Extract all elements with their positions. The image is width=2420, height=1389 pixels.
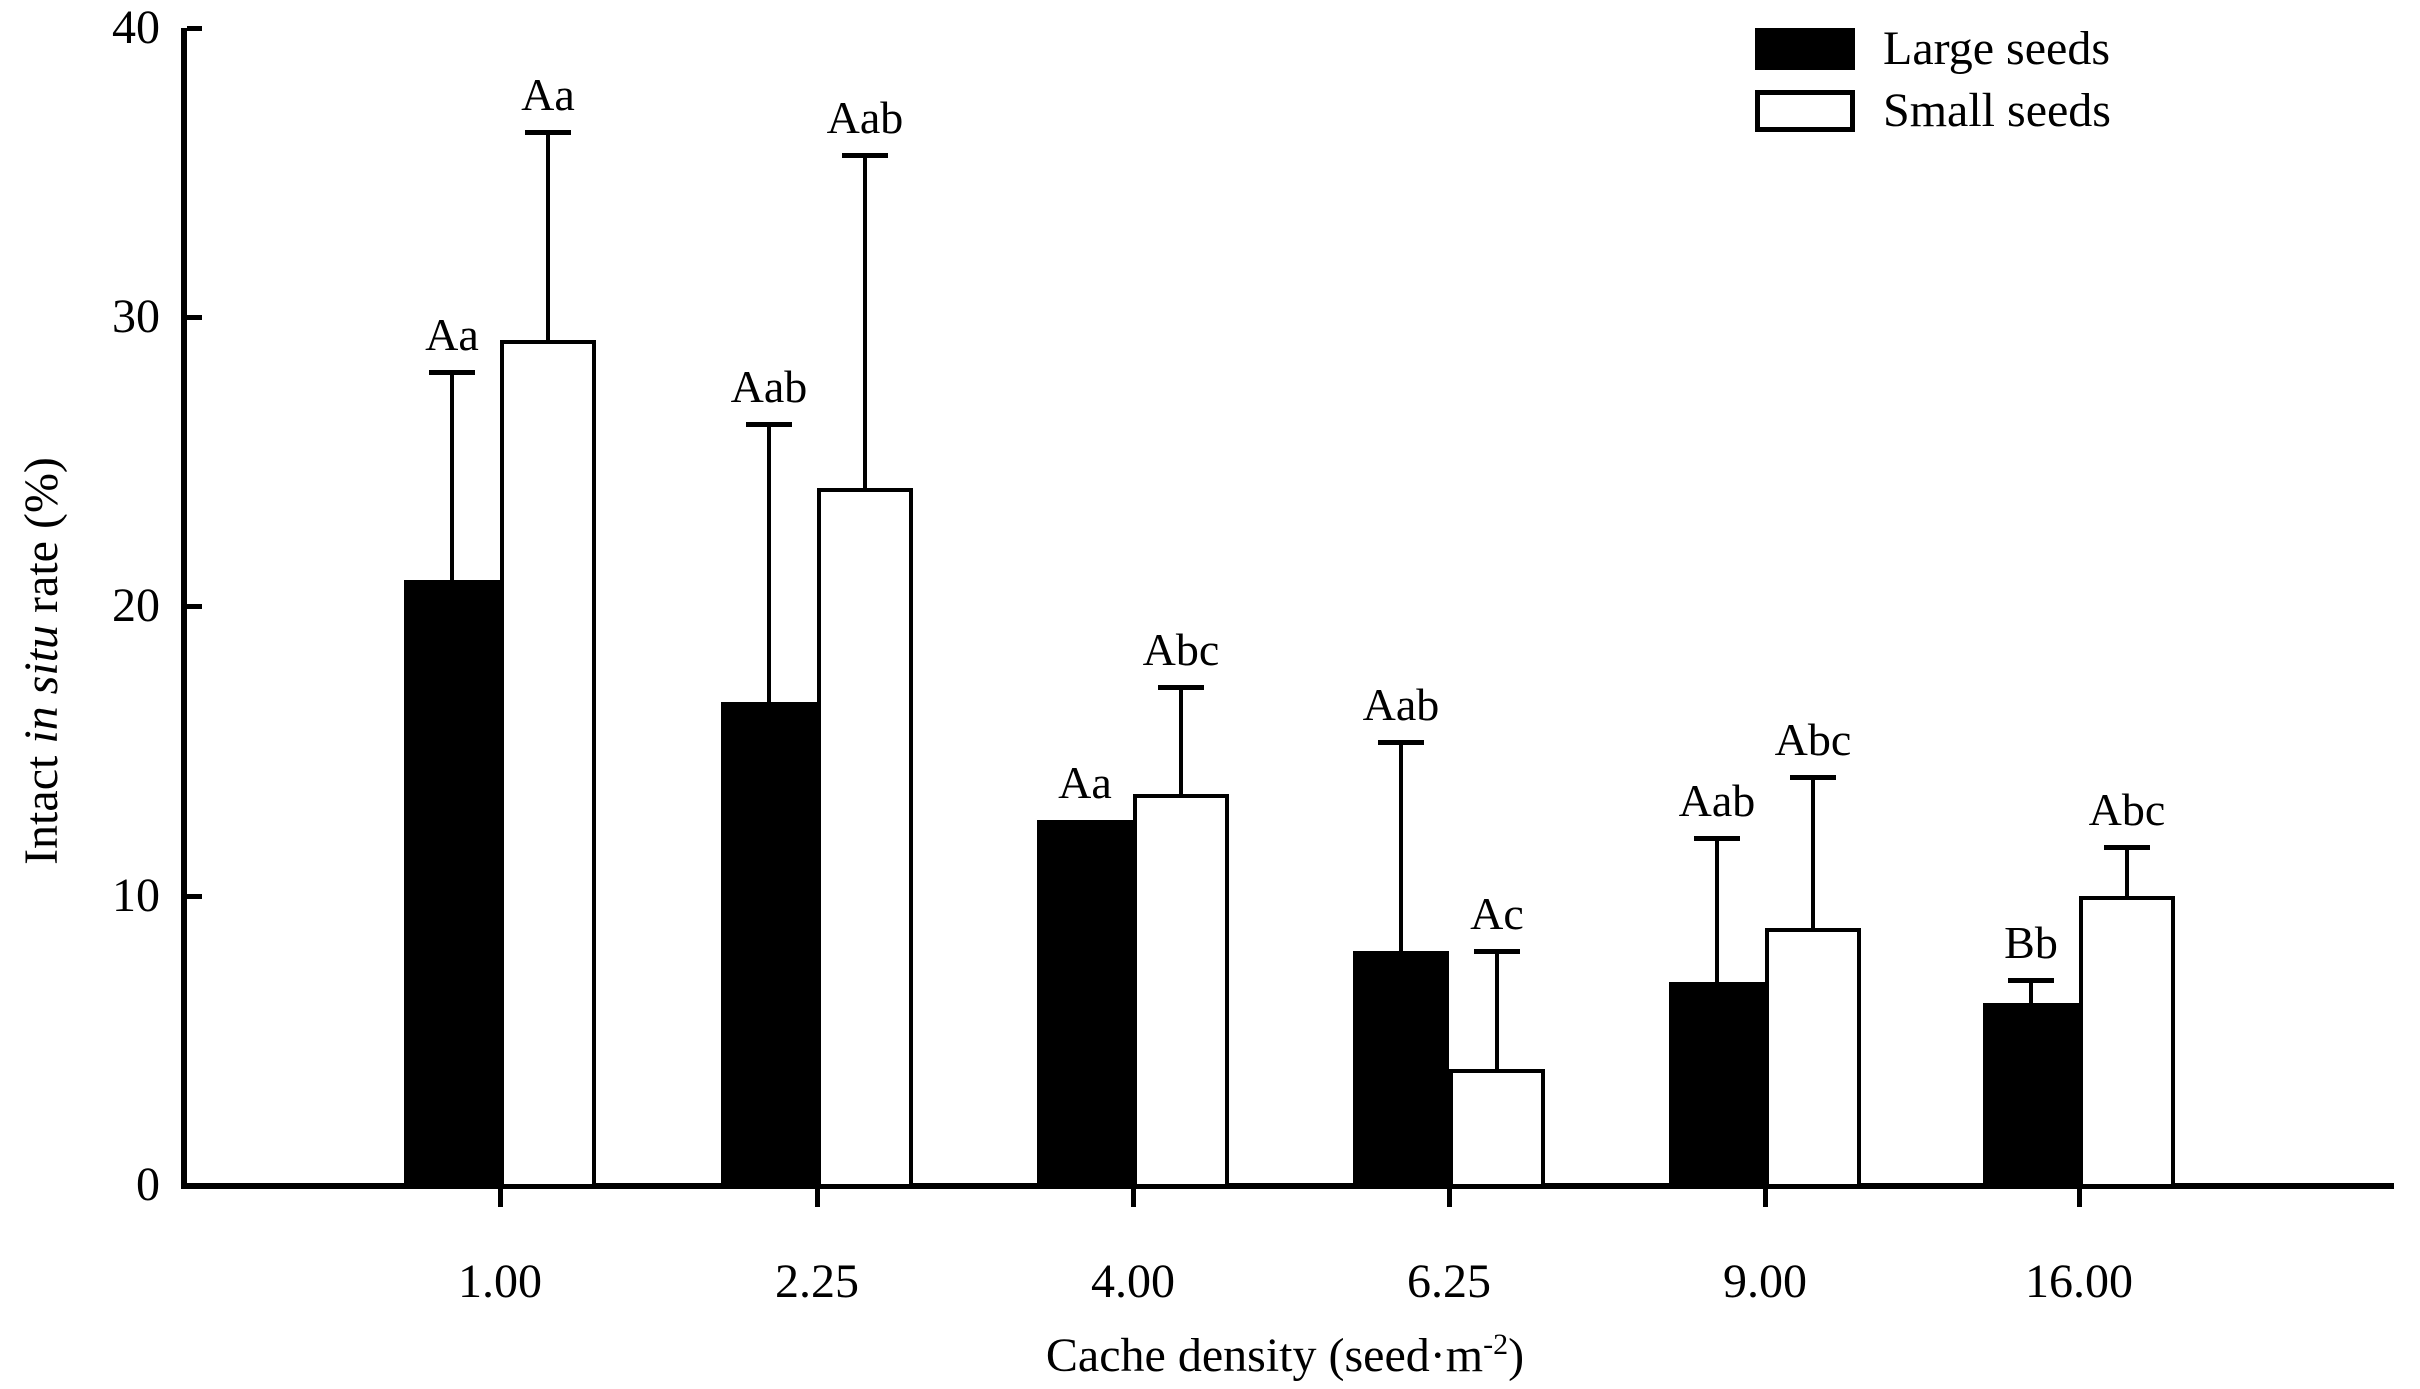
x-tick-label: 2.25 [775,1255,859,1308]
bar-small-seeds [1765,928,1861,1188]
x-axis-line [181,1183,2394,1189]
x-axis-title: Cache density (seed·m-2) [1045,1328,1525,1382]
x-tick-label: 6.25 [1407,1255,1491,1308]
x-tick-label: 16.00 [2025,1255,2133,1308]
significance-label: Abc [1142,624,1220,675]
x-tick-label: 1.00 [458,1255,542,1308]
y-tick-label: 20 [112,579,160,632]
error-bar-line [1715,838,1719,982]
error-bar-line [1495,951,1499,1069]
x-tick-label: 4.00 [1091,1255,1175,1308]
x-tick-label: 9.00 [1723,1255,1807,1308]
significance-label: Aa [425,309,479,360]
significance-label: Aab [1678,775,1756,826]
error-bar-line [450,372,454,580]
error-bar-cap [1694,836,1740,841]
bar-small-seeds [2079,896,2175,1188]
x-axis-tick [2077,1189,2082,1207]
error-bar-line [863,155,867,488]
error-bar-line [2125,847,2129,896]
error-bar-cap [1158,685,1204,690]
legend-swatch-large-seeds [1755,28,1855,70]
error-bar-cap [2008,978,2054,983]
error-bar-line [1399,742,1403,951]
bar-small-seeds [500,340,596,1188]
bar-small-seeds [1449,1069,1545,1188]
legend-label-small-seeds: Small seeds [1883,84,2111,137]
error-bar-cap [1474,949,1520,954]
bar-small-seeds [817,488,913,1188]
bar-small-seeds [1133,794,1229,1188]
significance-label: Aa [521,69,575,120]
y-tick-label: 30 [112,290,160,343]
x-axis-tick [1131,1189,1136,1207]
significance-label: Bb [2004,917,2058,968]
error-bar-cap [2104,845,2150,850]
bar-large-seeds [1983,1003,2079,1188]
y-axis-title: Intact in situ rate (%) [15,457,68,865]
error-bar-line [2029,980,2033,1003]
error-bar-cap [429,370,475,375]
bar-large-seeds [404,580,500,1188]
y-axis-tick [187,894,202,899]
x-axis-tick [1447,1189,1452,1207]
error-bar-line [1179,687,1183,794]
error-bar-line [1811,777,1815,928]
error-bar-cap [525,130,571,135]
error-bar-cap [1378,740,1424,745]
significance-label: Abc [1774,714,1852,765]
y-tick-label: 0 [136,1158,160,1211]
y-axis-tick [187,315,202,320]
y-axis-line [181,28,187,1189]
legend-swatch-small-seeds [1755,90,1855,132]
y-axis-tick [187,604,202,609]
significance-label: Abc [2088,784,2166,835]
error-bar-cap [746,422,792,427]
error-bar-cap [1790,775,1836,780]
bar-large-seeds [721,702,817,1188]
significance-label: Ac [1470,888,1524,939]
y-tick-label: 40 [112,1,160,54]
significance-label: Aab [826,92,904,143]
x-axis-tick [498,1189,503,1207]
significance-label: Aa [1058,757,1112,808]
x-axis-tick [1763,1189,1768,1207]
legend-label-large-seeds: Large seeds [1883,22,2111,75]
significance-label: Aab [1362,679,1440,730]
y-tick-label: 10 [112,869,160,922]
legend-item-large-seeds: Large seeds [1755,18,2111,80]
legend-item-small-seeds: Small seeds [1755,80,2111,142]
significance-label: Aab [730,361,808,412]
error-bar-line [767,424,771,702]
error-bar-line [546,132,550,340]
x-axis-tick [815,1189,820,1207]
bar-large-seeds [1037,820,1133,1188]
bar-large-seeds [1353,951,1449,1188]
y-axis-tick [187,26,202,31]
error-bar-cap [842,153,888,158]
bar-large-seeds [1669,982,1765,1188]
legend: Large seeds Small seeds [1755,18,2111,142]
